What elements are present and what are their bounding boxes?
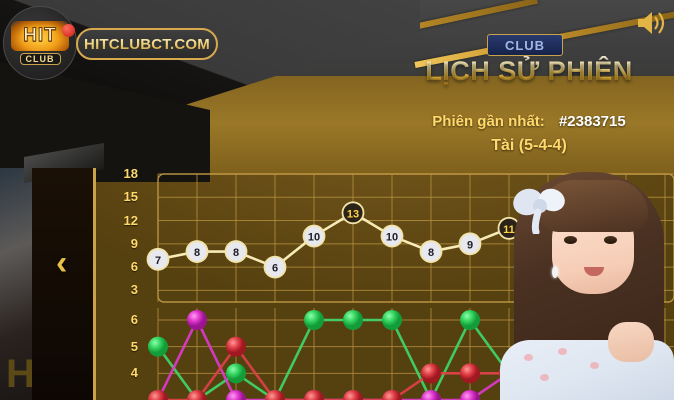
- logo-flame-icon: HIT: [11, 21, 69, 51]
- y-axis-tick: 15: [114, 189, 138, 204]
- page-title: LỊCH SỬ PHIÊN: [392, 56, 666, 87]
- logo-text: HIT: [23, 25, 57, 47]
- character-eye: [604, 236, 617, 244]
- svg-text:6: 6: [272, 263, 278, 275]
- character-bow: [512, 186, 568, 234]
- y-axis-tick: 5: [114, 339, 138, 354]
- svg-text:9: 9: [467, 239, 473, 251]
- speaker-icon[interactable]: [632, 8, 666, 38]
- svg-text:8: 8: [233, 247, 239, 259]
- svg-text:8: 8: [428, 247, 434, 259]
- character-illustration: [500, 150, 674, 400]
- y-axis-tick: 6: [114, 259, 138, 274]
- y-axis-tick: 12: [114, 213, 138, 228]
- character-hand: [608, 322, 654, 362]
- left-rail: [32, 168, 96, 400]
- latest-session-row: Phiên gần nhất: #2383715: [392, 113, 666, 130]
- latest-session-label: Phiên gần nhất:: [432, 113, 545, 130]
- logo[interactable]: HIT CLUB: [3, 6, 77, 80]
- site-url-text: HITCLUBCT.COM: [84, 36, 210, 53]
- svg-text:13: 13: [347, 208, 359, 220]
- back-chevron-icon[interactable]: ‹: [56, 246, 82, 280]
- y-axis-tick: 18: [114, 166, 138, 181]
- app-root: CLUB HIT CLUB HITCLUBCT.COM LỊCH SỬ PHIÊ…: [0, 0, 674, 400]
- logo-subtext: CLUB: [20, 53, 61, 65]
- svg-text:10: 10: [386, 232, 398, 244]
- y-axis-tick: 4: [114, 365, 138, 380]
- svg-text:7: 7: [155, 255, 161, 267]
- latest-session-id: #2383715: [559, 113, 626, 130]
- club-badge: CLUB: [487, 34, 563, 56]
- site-url-pill[interactable]: HITCLUBCT.COM: [76, 28, 218, 60]
- y-axis-tick: 9: [114, 236, 138, 251]
- svg-text:8: 8: [194, 247, 200, 259]
- character-earring: [552, 266, 558, 278]
- watermark-letter: H: [6, 352, 33, 397]
- y-axis-tick: 6: [114, 312, 138, 327]
- svg-text:10: 10: [308, 232, 320, 244]
- logo-red-dot-icon: [62, 24, 75, 37]
- character-eye: [564, 236, 577, 244]
- y-axis-tick: 3: [114, 282, 138, 297]
